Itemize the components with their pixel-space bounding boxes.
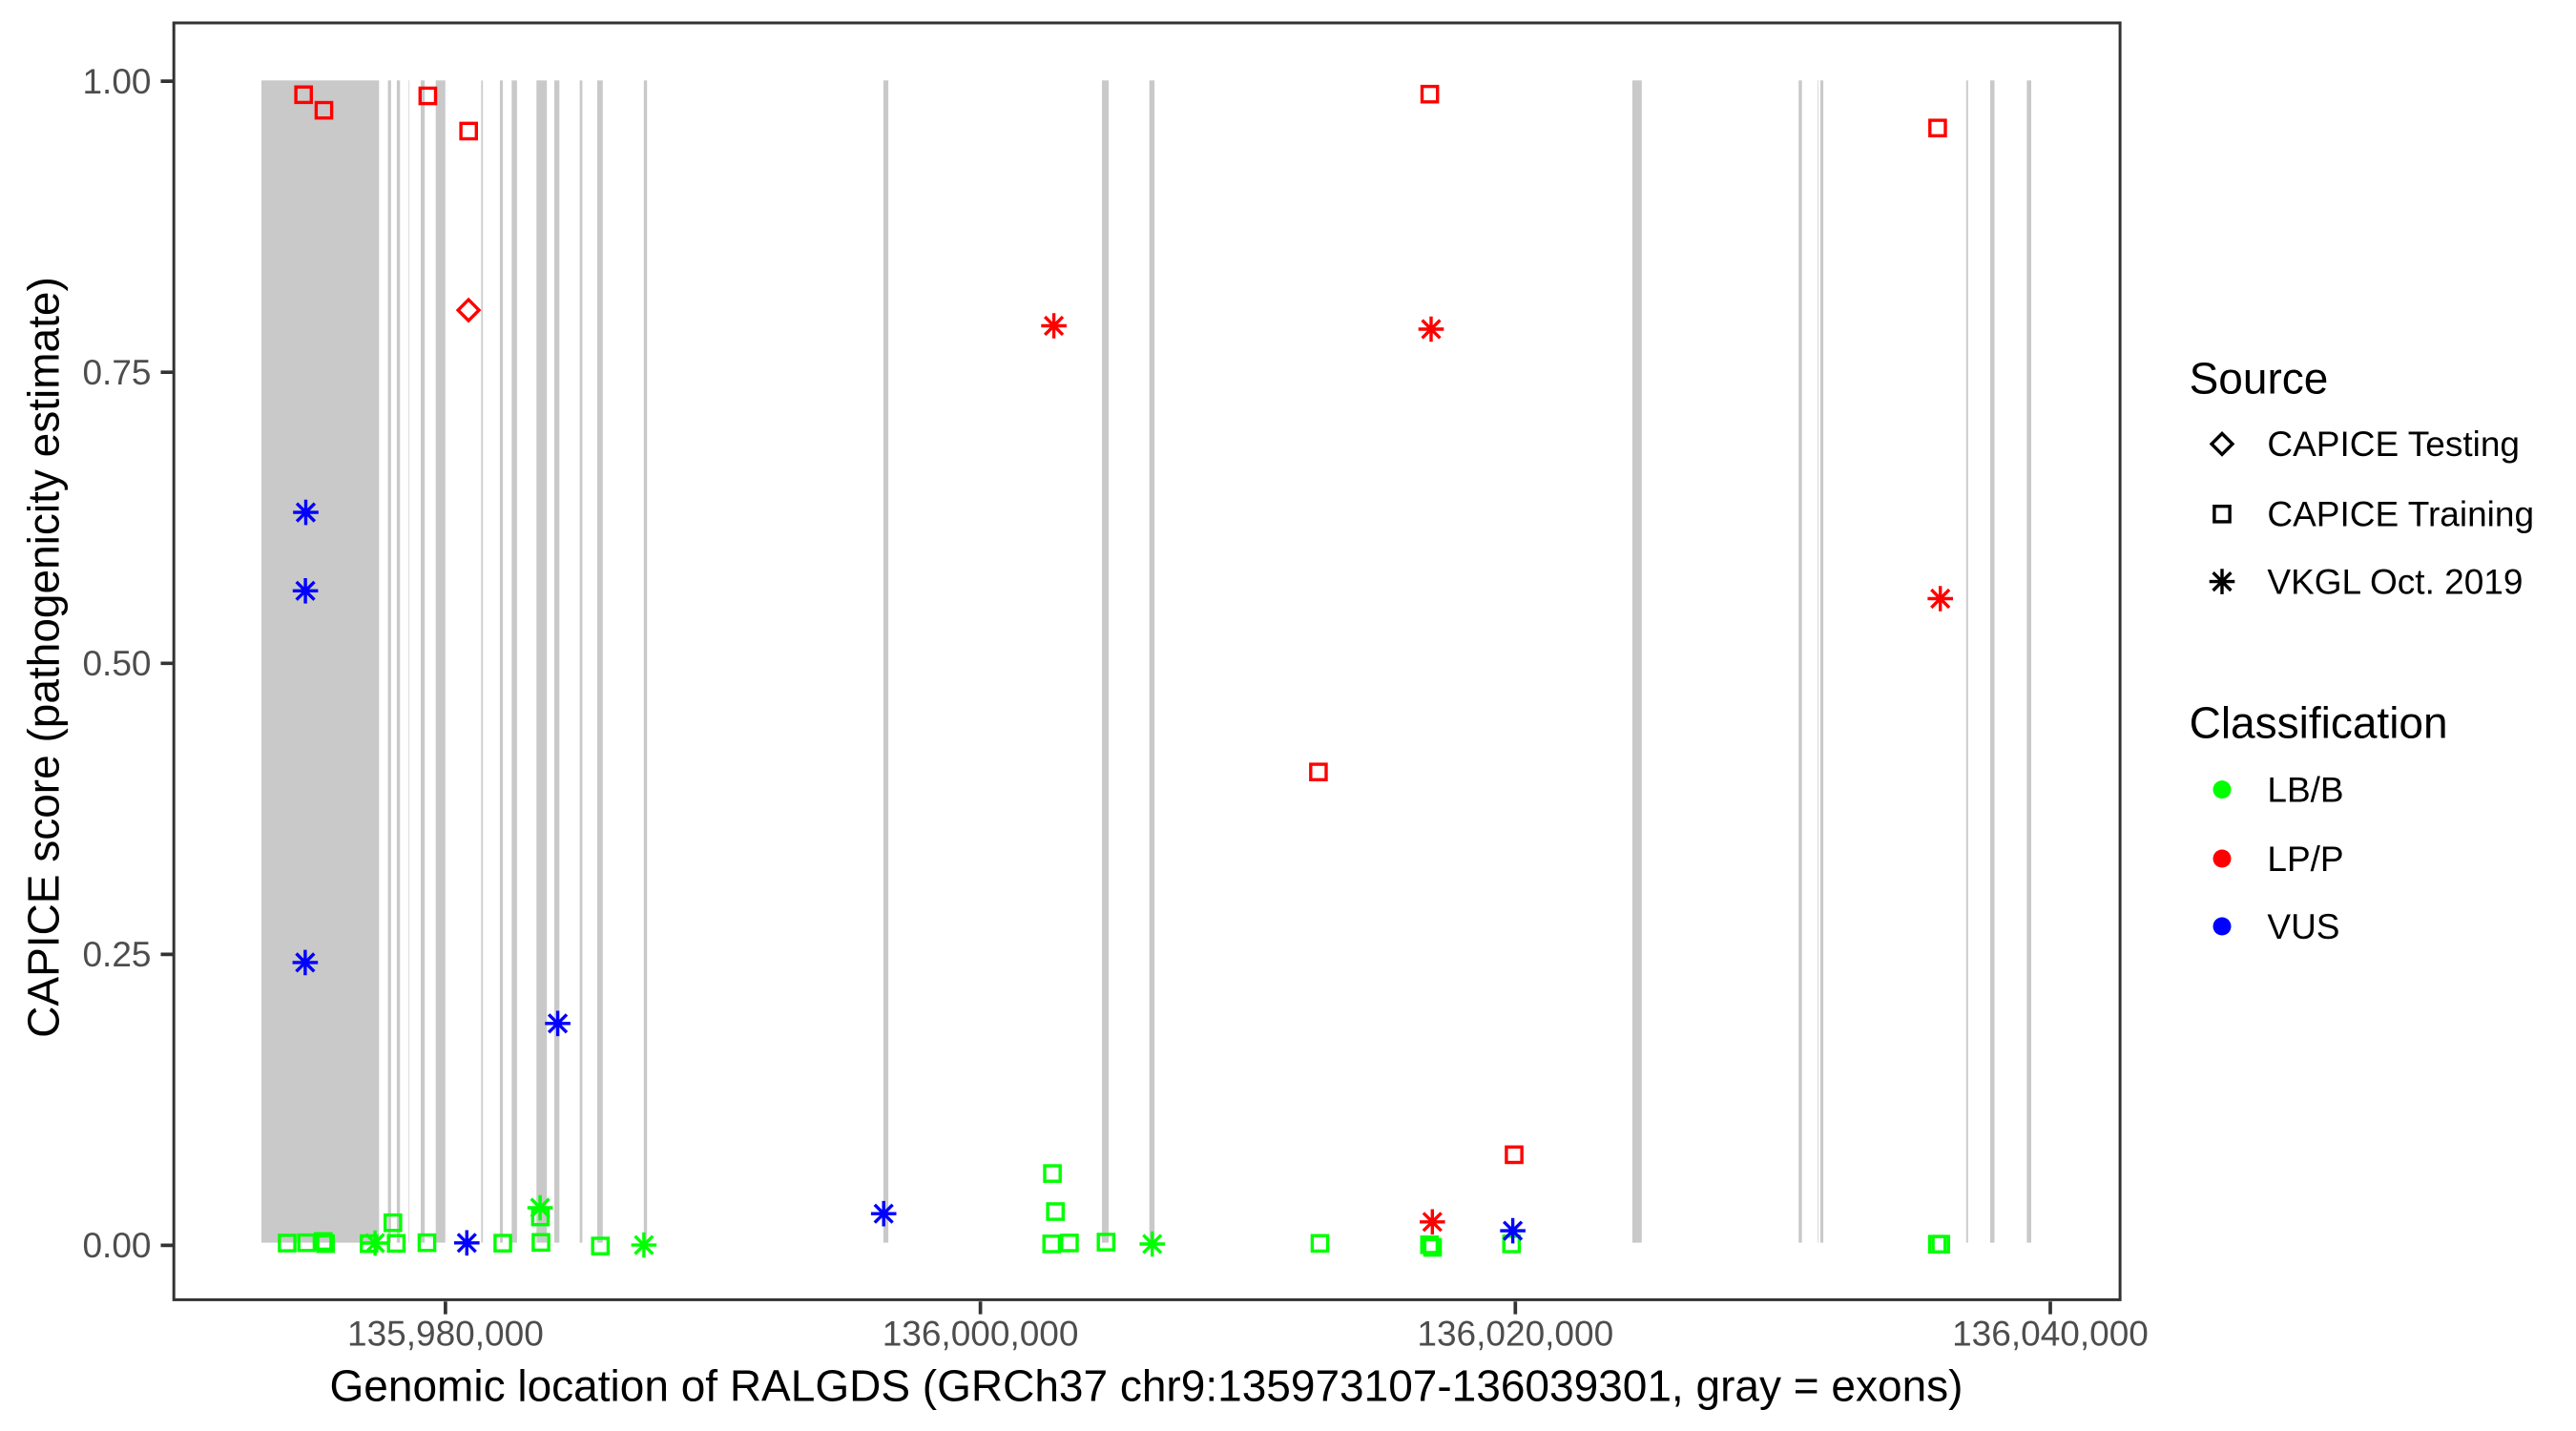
svg-text:0.75: 0.75 [82,353,151,392]
svg-text:CAPICE score (pathogenicity es: CAPICE score (pathogenicity estimate) [19,277,69,1038]
svg-text:VUS: VUS [2267,907,2339,946]
svg-text:0.25: 0.25 [82,935,151,974]
svg-text:1.00: 1.00 [82,62,151,101]
svg-text:136,020,000: 136,020,000 [1417,1315,1613,1354]
svg-text:CAPICE Training: CAPICE Training [2267,495,2534,534]
svg-text:LB/B: LB/B [2267,770,2343,809]
svg-text:135,980,000: 135,980,000 [347,1315,544,1354]
svg-text:LP/P: LP/P [2267,840,2343,879]
svg-text:Genomic location of RALGDS (GR: Genomic location of RALGDS (GRCh37 chr9:… [330,1361,1963,1411]
svg-text:136,040,000: 136,040,000 [1952,1315,2149,1354]
svg-text:CAPICE Testing: CAPICE Testing [2267,425,2520,464]
svg-text:Source: Source [2190,354,2329,404]
svg-text:0.50: 0.50 [82,644,151,683]
svg-text:0.00: 0.00 [82,1226,151,1265]
svg-text:136,000,000: 136,000,000 [883,1315,1079,1354]
svg-text:VKGL Oct. 2019: VKGL Oct. 2019 [2267,562,2523,601]
svg-text:Classification: Classification [2190,698,2448,748]
